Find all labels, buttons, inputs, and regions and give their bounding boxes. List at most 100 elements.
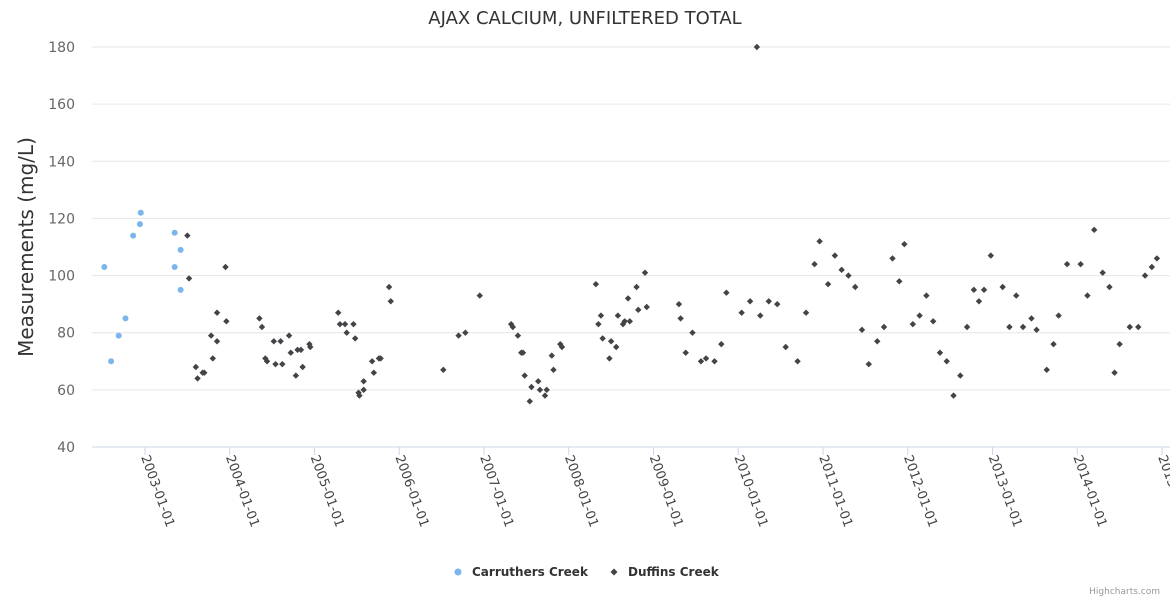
data-point-duffins[interactable] xyxy=(356,392,363,399)
data-point-duffins[interactable] xyxy=(1028,315,1035,322)
data-point-duffins[interactable] xyxy=(1111,369,1118,376)
data-point-duffins[interactable] xyxy=(1135,323,1142,331)
data-point-duffins[interactable] xyxy=(222,263,229,271)
data-point-duffins[interactable] xyxy=(1006,323,1013,331)
data-point-duffins[interactable] xyxy=(802,309,810,316)
data-point-duffins[interactable] xyxy=(702,355,710,362)
data-point-duffins[interactable] xyxy=(957,372,964,379)
data-point-duffins[interactable] xyxy=(1099,269,1106,276)
data-point-duffins[interactable] xyxy=(207,332,215,339)
data-point-duffins[interactable] xyxy=(852,283,859,291)
data-point-duffins[interactable] xyxy=(1148,263,1156,271)
legend-item-duffins-creek[interactable]: Duffins Creek xyxy=(628,565,720,579)
data-point-duffins[interactable] xyxy=(635,306,642,314)
data-point-duffins[interactable] xyxy=(607,338,615,345)
data-point-duffins[interactable] xyxy=(845,272,852,279)
data-point-duffins[interactable] xyxy=(462,329,469,336)
data-point-duffins[interactable] xyxy=(963,323,971,331)
data-point-duffins[interactable] xyxy=(263,358,271,365)
data-point-duffins[interactable] xyxy=(936,349,944,356)
legend-item-carruthers-creek[interactable]: Carruthers Creek xyxy=(472,565,589,579)
data-point-duffins[interactable] xyxy=(1033,326,1040,334)
data-point-duffins[interactable] xyxy=(213,338,221,345)
data-point-duffins[interactable] xyxy=(592,280,600,288)
data-point-carruthers[interactable] xyxy=(130,232,137,239)
data-point-duffins[interactable] xyxy=(223,318,230,325)
data-point-duffins[interactable] xyxy=(858,326,866,334)
data-point-duffins[interactable] xyxy=(1141,272,1149,279)
data-point-duffins[interactable] xyxy=(370,369,378,376)
data-point-duffins[interactable] xyxy=(277,338,284,345)
data-point-duffins[interactable] xyxy=(256,315,263,322)
data-point-duffins[interactable] xyxy=(943,358,950,365)
data-point-duffins[interactable] xyxy=(831,252,839,259)
data-point-duffins[interactable] xyxy=(675,300,683,308)
data-point-duffins[interactable] xyxy=(285,332,293,339)
data-point-duffins[interactable] xyxy=(336,320,344,328)
data-point-duffins[interactable] xyxy=(816,238,823,245)
data-point-duffins[interactable] xyxy=(1077,260,1084,268)
data-point-duffins[interactable] xyxy=(753,43,761,51)
data-point-duffins[interactable] xyxy=(519,349,527,356)
data-point-duffins[interactable] xyxy=(1106,283,1113,291)
data-point-duffins[interactable] xyxy=(874,338,881,345)
data-point-duffins[interactable] xyxy=(923,292,930,299)
data-point-duffins[interactable] xyxy=(192,363,200,371)
legend-marker-duffins[interactable] xyxy=(610,568,618,576)
data-point-duffins[interactable] xyxy=(811,260,818,268)
data-point-duffins[interactable] xyxy=(838,266,845,274)
data-point-carruthers[interactable] xyxy=(171,229,178,236)
data-point-duffins[interactable] xyxy=(299,363,306,371)
data-point-duffins[interactable] xyxy=(999,283,1006,291)
data-point-duffins[interactable] xyxy=(528,383,535,391)
data-point-duffins[interactable] xyxy=(543,386,550,394)
data-point-duffins[interactable] xyxy=(1063,260,1071,268)
data-point-duffins[interactable] xyxy=(765,298,772,305)
data-point-duffins[interactable] xyxy=(440,366,447,374)
data-point-duffins[interactable] xyxy=(909,320,917,328)
data-point-carruthers[interactable] xyxy=(177,286,184,293)
data-point-duffins[interactable] xyxy=(368,358,376,365)
data-point-duffins[interactable] xyxy=(757,312,764,319)
data-point-duffins[interactable] xyxy=(350,320,357,328)
data-point-duffins[interactable] xyxy=(343,329,350,336)
data-point-duffins[interactable] xyxy=(711,358,718,365)
data-point-duffins[interactable] xyxy=(1050,340,1057,348)
data-point-duffins[interactable] xyxy=(541,392,549,399)
data-point-duffins[interactable] xyxy=(360,378,367,385)
data-point-duffins[interactable] xyxy=(614,312,622,319)
data-point-duffins[interactable] xyxy=(335,309,342,316)
data-point-duffins[interactable] xyxy=(476,292,483,299)
data-point-duffins[interactable] xyxy=(201,369,208,376)
data-point-carruthers[interactable] xyxy=(136,221,143,228)
data-point-duffins[interactable] xyxy=(360,386,367,394)
data-point-duffins[interactable] xyxy=(987,252,995,259)
data-point-duffins[interactable] xyxy=(270,338,278,345)
legend-marker-carruthers[interactable] xyxy=(454,568,462,576)
data-point-duffins[interactable] xyxy=(351,335,359,342)
data-point-carruthers[interactable] xyxy=(137,209,144,216)
data-point-duffins[interactable] xyxy=(595,320,602,328)
data-point-duffins[interactable] xyxy=(929,318,937,325)
data-point-duffins[interactable] xyxy=(738,309,745,316)
data-point-duffins[interactable] xyxy=(509,323,517,331)
data-point-carruthers[interactable] xyxy=(115,332,122,339)
data-point-carruthers[interactable] xyxy=(101,264,108,270)
data-point-duffins[interactable] xyxy=(194,375,201,382)
data-point-carruthers[interactable] xyxy=(177,246,184,253)
data-point-duffins[interactable] xyxy=(1153,255,1161,262)
data-point-duffins[interactable] xyxy=(536,386,544,394)
data-point-duffins[interactable] xyxy=(613,343,620,351)
data-point-duffins[interactable] xyxy=(889,255,896,262)
data-point-carruthers[interactable] xyxy=(171,264,178,270)
data-point-duffins[interactable] xyxy=(633,283,640,291)
data-point-duffins[interactable] xyxy=(455,332,462,339)
data-point-duffins[interactable] xyxy=(1055,312,1062,319)
data-point-duffins[interactable] xyxy=(558,343,566,351)
data-point-duffins[interactable] xyxy=(526,398,533,405)
data-point-duffins[interactable] xyxy=(794,358,801,365)
data-point-duffins[interactable] xyxy=(279,360,286,368)
data-point-duffins[interactable] xyxy=(1116,340,1123,348)
data-point-duffins[interactable] xyxy=(535,378,542,385)
data-point-duffins[interactable] xyxy=(606,355,613,362)
